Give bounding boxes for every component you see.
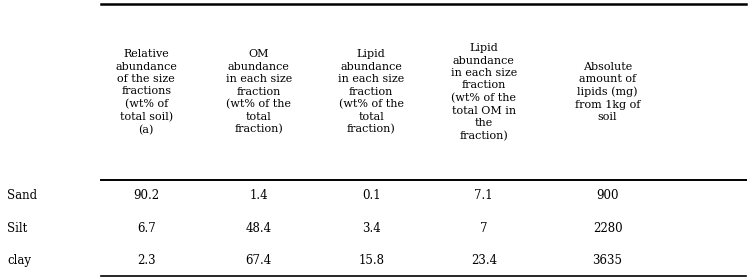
Text: OM
abundance
in each size
fraction
(wt% of the
total
fraction): OM abundance in each size fraction (wt% …: [226, 49, 292, 135]
Text: 3635: 3635: [592, 254, 622, 267]
Text: Relative
abundance
of the size
fractions
(wt% of
total soil)
(a): Relative abundance of the size fractions…: [116, 49, 177, 135]
Text: 2280: 2280: [592, 222, 622, 235]
Text: 67.4: 67.4: [246, 254, 272, 267]
Text: 6.7: 6.7: [136, 222, 156, 235]
Text: 23.4: 23.4: [471, 254, 496, 267]
Text: 7.1: 7.1: [475, 189, 493, 203]
Text: 15.8: 15.8: [358, 254, 384, 267]
Text: 48.4: 48.4: [246, 222, 272, 235]
Text: 1.4: 1.4: [250, 189, 268, 203]
Text: 90.2: 90.2: [134, 189, 159, 203]
Text: Lipid
abundance
in each size
fraction
(wt% of the
total
fraction): Lipid abundance in each size fraction (w…: [338, 49, 404, 135]
Text: Sand: Sand: [8, 189, 38, 203]
Text: 2.3: 2.3: [137, 254, 155, 267]
Text: 0.1: 0.1: [362, 189, 380, 203]
Text: 7: 7: [480, 222, 488, 235]
Text: Absolute
amount of
lipids (mg)
from 1kg of
soil: Absolute amount of lipids (mg) from 1kg …: [574, 62, 640, 122]
Text: 3.4: 3.4: [362, 222, 380, 235]
Text: 900: 900: [596, 189, 619, 203]
Text: clay: clay: [8, 254, 32, 267]
Text: Lipid
abundance
in each size
fraction
(wt% of the
total OM in
the
fraction): Lipid abundance in each size fraction (w…: [451, 43, 517, 141]
Text: Silt: Silt: [8, 222, 28, 235]
